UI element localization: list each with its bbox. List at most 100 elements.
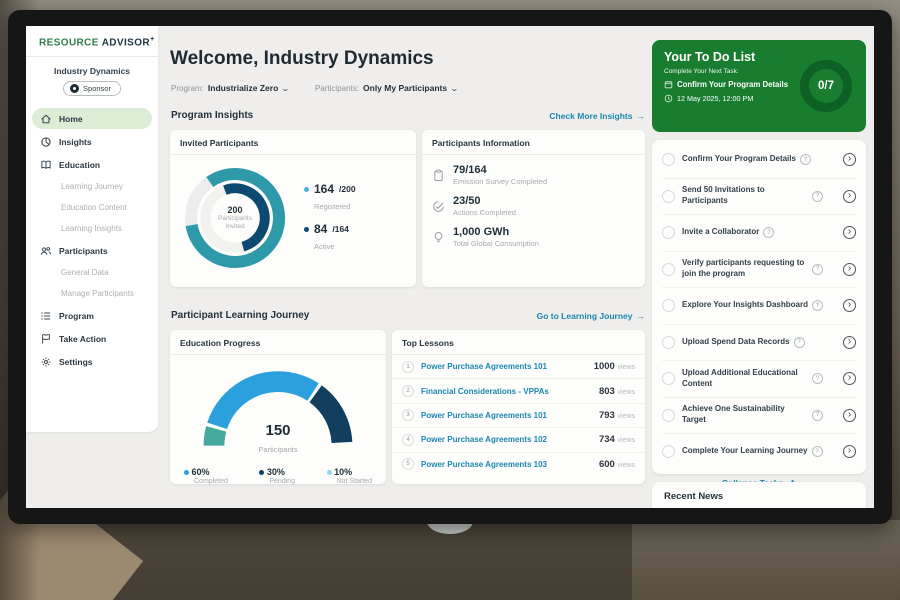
link-label: Check More Insights: [549, 111, 632, 121]
program-filter-label: Program:: [171, 84, 204, 93]
sidebar-item-learning-journey[interactable]: Learning Journey: [32, 177, 152, 196]
recent-news-card: Recent News: [652, 482, 866, 508]
task-info-icon[interactable]: ?: [794, 337, 805, 348]
task-info-icon[interactable]: ?: [812, 446, 823, 457]
task-checkbox[interactable]: [662, 409, 675, 422]
sidebar-item-program[interactable]: Program: [32, 305, 152, 326]
todo-task-list: Confirm Your Program Details ? › Send 50…: [652, 140, 866, 474]
sidebar-item-education-content[interactable]: Education Content: [32, 198, 152, 217]
task-row[interactable]: Explore Your Insights Dashboard ? ›: [662, 288, 856, 325]
todo-due-datetime: 12 May 2025, 12:00 PM: [677, 94, 753, 103]
legend-label: Pending: [269, 478, 295, 485]
lesson-row: 2 Financial Considerations - VPPAs 803 v…: [392, 379, 645, 403]
task-row[interactable]: Complete Your Learning Journey ? ›: [662, 434, 856, 470]
task-row[interactable]: Invite a Collaborator ? ›: [662, 215, 856, 252]
lesson-rank: 2: [402, 385, 414, 397]
task-row[interactable]: Confirm Your Program Details ? ›: [662, 142, 856, 179]
go-to-learning-journey-link[interactable]: Go to Learning Journey→: [537, 311, 645, 321]
sidebar-item-settings[interactable]: Settings: [32, 351, 152, 372]
top-lessons-card: Top Lessons 1 Power Purchase Agreements …: [392, 330, 645, 484]
program-filter[interactable]: Program:Industrialize Zero⌄: [171, 83, 289, 93]
card-title: Top Lessons: [392, 330, 645, 355]
task-info-icon[interactable]: ?: [812, 373, 823, 384]
program-insights-title: Program Insights: [171, 110, 253, 121]
task-info-icon[interactable]: ?: [812, 300, 823, 311]
task-row[interactable]: Achieve One Sustainability Target ? ›: [662, 398, 856, 435]
sidebar-item-manage-participants[interactable]: Manage Participants: [32, 284, 152, 303]
task-label: Confirm Your Program Details: [682, 154, 796, 165]
task-info-icon[interactable]: ?: [763, 227, 774, 238]
task-chevron-icon[interactable]: ›: [843, 445, 856, 458]
task-chevron-icon[interactable]: ›: [843, 263, 856, 276]
clock-icon: [664, 94, 673, 103]
sponsor-badge[interactable]: Sponsor: [63, 81, 121, 96]
education-progress-card: Education Progress 150 Participants 60%C…: [170, 330, 386, 484]
task-row[interactable]: Verify participants requesting to join t…: [662, 252, 856, 289]
check-more-insights-link[interactable]: Check More Insights→: [549, 111, 645, 121]
sidebar-item-participants[interactable]: Participants: [32, 240, 152, 261]
task-checkbox[interactable]: [662, 445, 675, 458]
lesson-views-label: views: [617, 437, 635, 444]
task-checkbox[interactable]: [662, 372, 675, 385]
task-info-icon[interactable]: ?: [812, 264, 823, 275]
active-dot: [304, 227, 309, 232]
task-checkbox[interactable]: [662, 153, 675, 166]
participants-filter-label: Participants:: [315, 84, 359, 93]
registered-dot: [304, 187, 309, 192]
lesson-link[interactable]: Power Purchase Agreements 101: [421, 411, 599, 420]
task-row[interactable]: Send 50 Invitations to Participants ? ›: [662, 179, 856, 216]
task-checkbox[interactable]: [662, 299, 675, 312]
logo-plus: +: [150, 36, 155, 43]
task-info-icon[interactable]: ?: [812, 191, 823, 202]
participants-filter[interactable]: Participants:Only My Participants⌄: [315, 83, 458, 93]
task-info-icon[interactable]: ?: [800, 154, 811, 165]
sidebar-item-education[interactable]: Education: [32, 154, 152, 175]
lesson-row: 3 Power Purchase Agreements 101 793 view…: [392, 404, 645, 428]
sidebar-item-home[interactable]: Home: [32, 108, 152, 129]
lesson-link[interactable]: Financial Considerations - VPPAs: [421, 387, 599, 396]
insights-icon: [40, 136, 52, 148]
active-label: Active: [314, 242, 334, 251]
stat-value: 1,000 GWh: [453, 226, 633, 238]
task-checkbox[interactable]: [662, 226, 675, 239]
legend-pct: 10%: [334, 467, 352, 477]
lesson-link[interactable]: Power Purchase Agreements 101: [421, 362, 594, 371]
task-chevron-icon[interactable]: ›: [843, 226, 856, 239]
survey-clipboard-icon: [432, 169, 445, 182]
task-chevron-icon[interactable]: ›: [843, 190, 856, 203]
sidebar-item-take-action[interactable]: Take Action: [32, 328, 152, 349]
learning-journey-title: Participant Learning Journey: [171, 310, 309, 321]
sidebar-item-insights[interactable]: Insights: [32, 131, 152, 152]
lesson-row: 1 Power Purchase Agreements 101 1000 vie…: [392, 355, 645, 379]
task-checkbox[interactable]: [662, 190, 675, 203]
legend-label: Not Started: [337, 478, 372, 485]
task-checkbox[interactable]: [662, 336, 675, 349]
task-row[interactable]: Upload Spend Data Records ? ›: [662, 325, 856, 362]
task-row[interactable]: Upload Additional Educational Content ? …: [662, 361, 856, 398]
task-checkbox[interactable]: [662, 263, 675, 276]
gauge-center-label: Participants: [258, 445, 297, 454]
education-book-icon: [40, 159, 52, 171]
lesson-views-value: 600: [599, 459, 615, 470]
gear-icon: [40, 356, 52, 368]
sidebar-item-label: Take Action: [59, 334, 106, 344]
task-chevron-icon[interactable]: ›: [843, 336, 856, 349]
task-chevron-icon[interactable]: ›: [843, 372, 856, 385]
registered-value: 164: [314, 182, 334, 196]
task-chevron-icon[interactable]: ›: [843, 299, 856, 312]
task-label: Upload Additional Educational Content: [682, 368, 808, 390]
completed-dot: [184, 470, 189, 475]
donut-center-value: 200: [227, 205, 242, 215]
task-info-icon[interactable]: ?: [812, 410, 823, 421]
lesson-link[interactable]: Power Purchase Agreements 103: [421, 460, 599, 469]
sidebar-item-learning-insights[interactable]: Learning Insights: [32, 219, 152, 238]
sidebar-item-general-data[interactable]: General Data: [32, 263, 152, 282]
organization-name: Industry Dynamics: [26, 66, 158, 76]
task-chevron-icon[interactable]: ›: [843, 153, 856, 166]
sidebar-item-label: Manage Participants: [61, 289, 134, 298]
lesson-link[interactable]: Power Purchase Agreements 102: [421, 435, 599, 444]
legend-pct: 30%: [267, 467, 285, 477]
participants-icon: [40, 245, 52, 257]
todo-summary-card: Your To Do List Complete Your Next Task:…: [652, 40, 866, 132]
task-chevron-icon[interactable]: ›: [843, 409, 856, 422]
